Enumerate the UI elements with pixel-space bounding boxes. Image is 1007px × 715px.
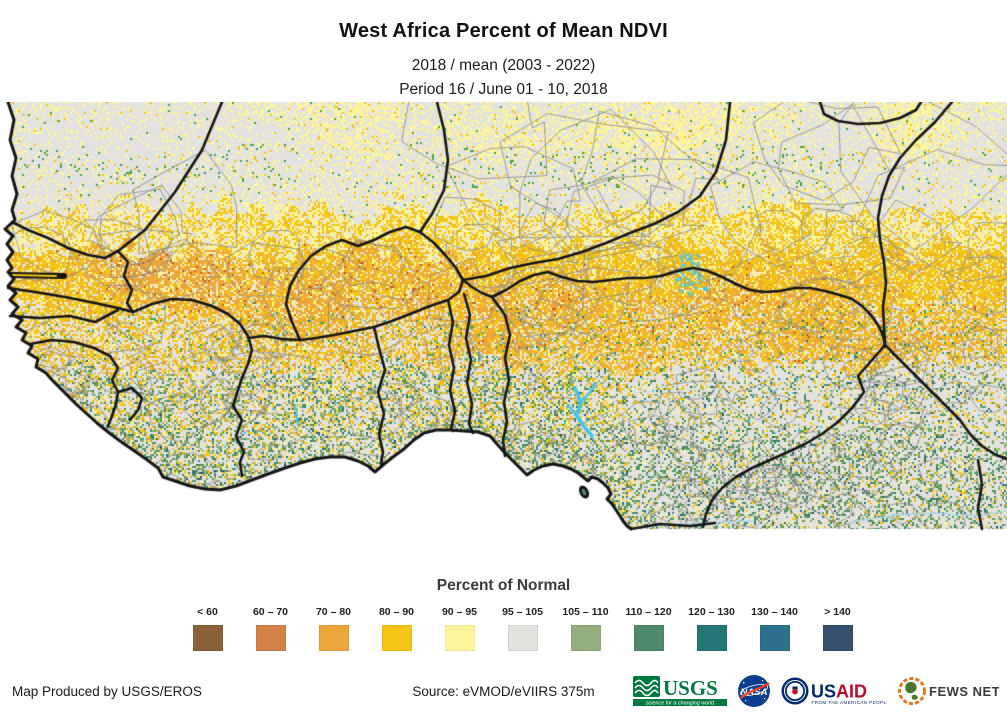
legend-color-swatch [318,625,349,651]
usaid-logo: USAID FROM THE AMERICAN PEOPLE [781,677,888,705]
legend-color-swatch [444,625,475,651]
fews-net-logo: FEWS NET [898,677,999,705]
legend-color-swatch [822,625,853,651]
legend-item: > 140 [806,606,869,651]
usaid-tagline: FROM THE AMERICAN PEOPLE [812,700,888,705]
legend-class-label: > 140 [824,606,851,618]
legend-item: 105 – 110 [554,606,617,651]
usgs-logo-text: USGS [663,676,718,700]
legend-class-label: 120 – 130 [688,606,735,618]
usaid-us-text: US [811,682,836,702]
fews-net-logo-text: FEWS NET [929,684,999,699]
source-text: Source: eVMOD/eVIIRS 375m [412,684,595,699]
usgs-tagline: science for a changing world [646,700,715,706]
fews-net-globe-icon [898,677,926,705]
legend-color-swatch [192,625,223,651]
legend-item: 110 – 120 [617,606,680,651]
legend-item: 90 – 95 [428,606,491,651]
legend-item: 130 – 140 [743,606,806,651]
legend-row: < 60 60 – 70 70 – 80 80 – 90 90 – 95 95 – 105… [176,606,869,651]
legend-class-label: 80 – 90 [378,606,415,618]
legend-class-label: 95 – 105 [502,606,543,618]
legend-color-swatch [696,625,727,651]
legend-class-label: 110 – 120 [625,606,672,618]
legend-class-label: < 60 [197,606,218,618]
legend-title: Percent of Normal [436,577,571,594]
legend-color-swatch [507,625,538,651]
legend-class-label: 90 – 95 [441,606,478,618]
legend-item: 120 – 130 [680,606,743,651]
usaid-aid-text: AID [836,682,867,702]
legend-color-swatch [759,625,790,651]
usaid-logo-text: USAID [811,682,867,702]
usgs-logo: USGS science for a changing world [633,676,727,706]
produced-by-text: Map Produced by USGS/EROS [12,684,202,699]
legend-class-label: 105 – 110 [562,606,609,618]
legend-color-swatch [255,625,286,651]
legend-color-swatch [633,625,664,651]
legend-class-label: 130 – 140 [751,606,798,618]
logo-strip: USGS science for a changing world NASA U… [633,671,999,711]
page-title: West Africa Percent of Mean NDVI [339,20,668,42]
nasa-logo: NASA [738,675,770,707]
legend-item: 60 – 70 [239,606,302,651]
subtitle-period-dates: Period 16 / June 01 - 10, 2018 [399,81,608,98]
nasa-logo-text: NASA [741,687,768,698]
legend-item: 95 – 105 [491,606,554,651]
ndvi-map-canvas [0,102,1007,534]
legend-color-swatch [570,625,601,651]
legend-item: 70 – 80 [302,606,365,651]
subtitle-period-ratio: 2018 / mean (2003 - 2022) [411,57,596,74]
legend-class-label: 60 – 70 [252,606,289,618]
legend-item: 80 – 90 [365,606,428,651]
legend-color-swatch [381,625,412,651]
legend-item: < 60 [176,606,239,651]
legend-class-label: 70 – 80 [315,606,352,618]
